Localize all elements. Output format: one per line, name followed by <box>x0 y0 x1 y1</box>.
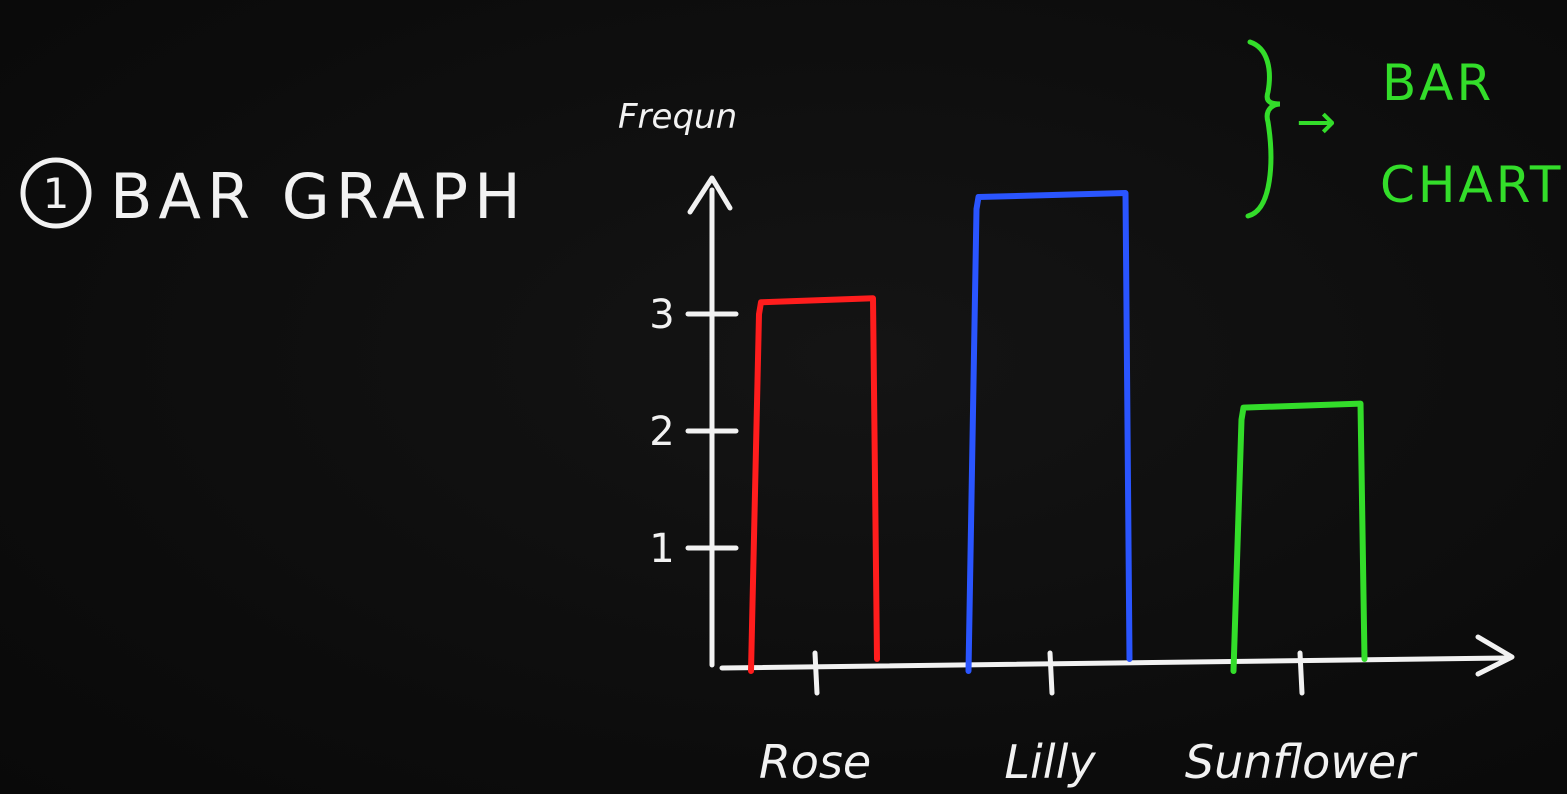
y-tick-label: 1 <box>649 526 674 572</box>
bar-rose <box>748 295 880 674</box>
x-tick-label: Sunflower <box>1185 735 1418 789</box>
heading-title: BAR GRAPH <box>110 160 527 233</box>
y-tick-label: 2 <box>649 409 674 455</box>
x-tick-label: Rose <box>759 735 871 789</box>
bar-chart: Frequn 1 2 3 Rose Lilly Sunflower <box>618 97 1515 789</box>
heading: 1 BAR GRAPH <box>20 157 527 233</box>
side-note-line1: BAR <box>1382 54 1494 112</box>
x-axis-arrowhead-icon <box>1475 634 1515 677</box>
x-tick-label: Lilly <box>1004 735 1096 789</box>
heading-number: 1 <box>43 169 70 218</box>
y-axis-arrowhead-icon <box>687 175 733 215</box>
x-axis <box>719 655 1508 671</box>
y-tick-label: 3 <box>649 292 674 338</box>
x-ticks: Rose Lilly Sunflower <box>759 650 1418 789</box>
x-tick-mark <box>1047 650 1055 696</box>
y-axis-label: Frequn <box>618 97 737 137</box>
side-note: → BAR CHART <box>1245 39 1563 219</box>
bars <box>748 190 1368 674</box>
x-tick-mark <box>812 650 820 696</box>
x-tick-mark <box>1297 650 1305 696</box>
bar-lilly <box>965 190 1133 674</box>
side-note-line2: CHART <box>1380 156 1563 214</box>
side-note-arrow: → <box>1296 94 1336 150</box>
bar-sunflower <box>1230 400 1368 674</box>
heading-number-circle <box>20 157 92 229</box>
y-ticks: 1 2 3 <box>649 292 739 572</box>
brace-icon <box>1245 39 1281 219</box>
